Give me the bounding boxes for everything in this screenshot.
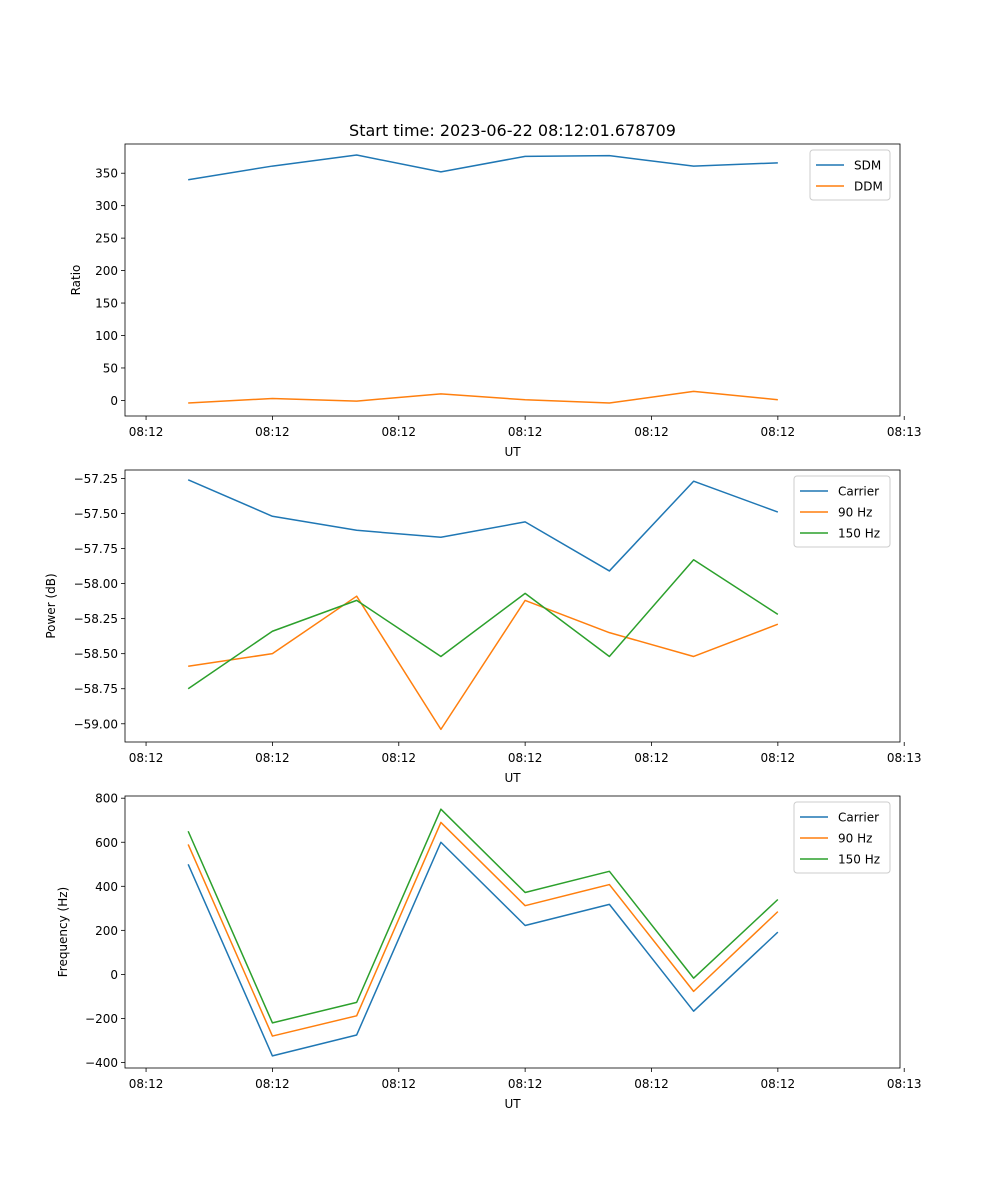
axes-frame (124, 469, 901, 743)
series-line-90-hz (188, 595, 779, 731)
legend-box (793, 801, 891, 874)
y-axis-label: Ratio (69, 265, 83, 296)
legend-entry-label: DDM (854, 180, 883, 194)
y-tick-label: −57.50 (74, 507, 118, 521)
y-tick-label: 200 (95, 924, 118, 938)
legend: Carrier 90 Hz 150 Hz (793, 801, 891, 874)
x-tick-label: 08:12 (255, 1077, 290, 1091)
legend-entry-label: Carrier (838, 811, 879, 825)
series-line-carrier (187, 479, 779, 572)
x-axis-label: UT (504, 1097, 521, 1111)
x-tick-label: 08:12 (761, 1077, 796, 1091)
y-tick-label: −400 (85, 1056, 118, 1070)
y-tick-label: 200 (95, 264, 118, 278)
x-tick-label: 08:12 (381, 425, 416, 439)
x-tick-label: 08:12 (129, 425, 164, 439)
x-tick-label: 08:12 (381, 751, 416, 765)
x-tick-label: 08:12 (634, 1077, 669, 1091)
y-tick-label: −58.75 (74, 682, 118, 696)
y-tick-label: 0 (110, 394, 118, 408)
y-axis-label: Power (dB) (44, 573, 58, 638)
x-tick-label: 08:12 (634, 751, 669, 765)
subplot-1: 08:12 08:12 08:12 08:12 08:12 08:12 08:13 0 50 10… (69, 143, 922, 459)
x-tick-label: 08:12 (634, 425, 669, 439)
y-tick-label: −58.50 (74, 647, 118, 661)
x-axis-label: UT (504, 771, 521, 785)
y-axis-label: Frequency (Hz) (56, 887, 70, 978)
x-tick-label: 08:12 (255, 425, 290, 439)
series-line-carrier (187, 841, 779, 1057)
y-tick-label: −57.25 (74, 472, 118, 486)
legend-entry-label: 150 Hz (838, 527, 880, 541)
y-tick-label: 400 (95, 880, 118, 894)
y-tick-label: 300 (95, 199, 118, 213)
legend-entry-label: 150 Hz (838, 853, 880, 867)
legend-box (793, 475, 891, 548)
y-tick-label: 0 (110, 968, 118, 982)
legend: Carrier 90 Hz 150 Hz (793, 475, 891, 548)
x-tick-label: 08:12 (508, 1077, 543, 1091)
series-line-sdm (188, 154, 778, 181)
figure-title: Start time: 2023-06-22 08:12:01.678709 (349, 121, 676, 140)
legend-box (809, 149, 891, 201)
legend: SDM DDM (809, 149, 891, 201)
y-tick-label: −59.00 (74, 717, 118, 731)
x-tick-label: 08:12 (129, 751, 164, 765)
y-tick-label: −57.75 (74, 542, 118, 556)
x-tick-label: 08:12 (508, 425, 543, 439)
x-tick-label: 08:13 (887, 751, 922, 765)
subplots: 08:12 08:12 08:12 08:12 08:12 08:12 08:13 0 50 10… (44, 143, 922, 1111)
y-tick-label: 800 (95, 792, 118, 806)
x-tick-label: 08:13 (887, 1077, 922, 1091)
subplot-3: 08:12 08:12 08:12 08:12 08:12 08:12 08:13 −400 −… (56, 792, 922, 1111)
y-tick-label: 100 (95, 329, 118, 343)
x-axis-label: UT (504, 445, 521, 459)
y-tick-label: −58.00 (74, 577, 118, 591)
y-tick-label: 250 (95, 232, 118, 246)
series-line-ddm (188, 390, 778, 404)
y-tick-label: 600 (95, 836, 118, 850)
series-line-150-hz (187, 558, 779, 690)
legend-entry-label: Carrier (838, 485, 879, 499)
legend-entry-label: SDM (854, 159, 881, 173)
subplot-2: 08:12 08:12 08:12 08:12 08:12 08:12 08:13 −57.2… (44, 469, 922, 785)
x-tick-label: 08:13 (887, 425, 922, 439)
x-tick-label: 08:12 (761, 751, 796, 765)
series-line-90-hz (187, 821, 779, 1037)
y-tick-label: −200 (85, 1012, 118, 1026)
y-tick-label: 50 (103, 361, 118, 375)
x-tick-label: 08:12 (381, 1077, 416, 1091)
axes-frame (124, 143, 901, 417)
legend-entry-label: 90 Hz (838, 832, 872, 846)
x-tick-label: 08:12 (255, 751, 290, 765)
x-tick-label: 08:12 (508, 751, 543, 765)
legend-entry-label: 90 Hz (838, 506, 872, 520)
x-tick-label: 08:12 (761, 425, 796, 439)
series-line-150-hz (187, 808, 779, 1024)
y-tick-label: 350 (95, 167, 118, 181)
x-tick-label: 08:12 (129, 1077, 164, 1091)
y-tick-label: 150 (95, 297, 118, 311)
axes-frame (124, 795, 901, 1069)
y-tick-label: −58.25 (74, 612, 118, 626)
